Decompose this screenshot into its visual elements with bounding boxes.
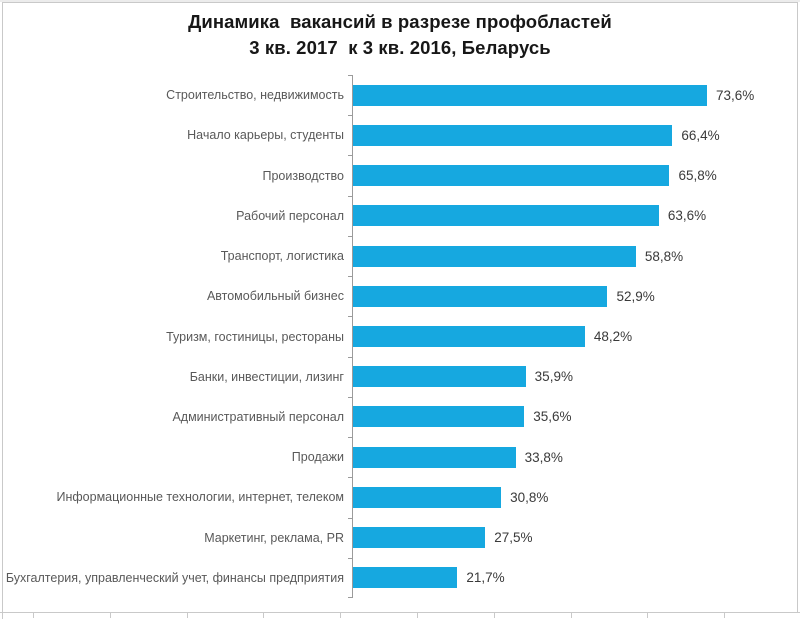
- bottom-gridline-tick: [340, 613, 341, 618]
- value-label: 63,6%: [667, 208, 707, 224]
- value-label: 35,6%: [533, 409, 572, 425]
- chart-row: Информационные технологии, интернет, тел…: [0, 477, 800, 518]
- bar-cell: 58,8%: [352, 235, 800, 277]
- chart-title: Динамика вакансий в разрезе профобластей…: [0, 9, 800, 61]
- bar-cell: 21,7%: [352, 557, 800, 599]
- frame-border-left: [2, 2, 3, 619]
- bar-cell: 52,9%: [352, 276, 800, 317]
- category-label: Бухгалтерия, управленческий учет, финанс…: [5, 570, 344, 585]
- bar-cell: 73,6%: [352, 75, 800, 116]
- bar-cell: 48,2%: [352, 316, 800, 357]
- chart-row: Строительство, недвижимость 73,6%: [0, 75, 800, 116]
- y-axis-tick: [348, 75, 352, 76]
- y-axis-tick: [348, 597, 352, 598]
- bar: [353, 406, 525, 428]
- chart-title-line-2: 3 кв. 2017 к 3 кв. 2016, Беларусь: [249, 37, 551, 58]
- bottom-gridline-tick: [33, 613, 34, 618]
- bottom-gridline-tick: [263, 613, 264, 618]
- category-label: Маркетинг, реклама, PR: [204, 530, 344, 545]
- value-label: 30,8%: [510, 489, 549, 505]
- chart-title-line-1: Динамика вакансий в разрезе профобластей: [188, 11, 612, 32]
- bar: [353, 124, 673, 146]
- value-label: 33,8%: [524, 449, 563, 465]
- category-label: Транспорт, логистика: [220, 249, 344, 264]
- bottom-gridline-tick: [110, 613, 111, 618]
- value-label: 52,9%: [616, 288, 655, 304]
- bottom-gridline: [0, 612, 800, 613]
- bar-cell: 35,9%: [352, 356, 800, 397]
- chart-row: Транспорт, логистика 58,8%: [0, 235, 800, 277]
- bar: [353, 84, 708, 106]
- bar-cell: 35,6%: [352, 396, 800, 438]
- y-axis-tick: [348, 477, 352, 478]
- chart-row: Банки, инвестиции, лизинг 35,9%: [0, 356, 800, 397]
- y-axis-tick: [348, 276, 352, 277]
- y-axis-tick: [348, 558, 352, 559]
- bottom-gridline-tick: [647, 613, 648, 618]
- category-label: Начало карьеры, студенты: [187, 128, 344, 143]
- chart-row: Рабочий персонал 63,6%: [0, 195, 800, 236]
- chart-row: Автомобильный бизнес 52,9%: [0, 276, 800, 317]
- y-axis-tick: [348, 357, 352, 358]
- frame-border-top: [2, 2, 797, 3]
- window-edge-strip: [0, 0, 800, 2]
- bar: [353, 165, 670, 187]
- bar-cell: 65,8%: [352, 155, 800, 196]
- bar: [353, 446, 516, 468]
- chart-row: Туризм, гостиницы, рестораны 48,2%: [0, 316, 800, 357]
- y-axis-tick: [348, 518, 352, 519]
- category-label: Банки, инвестиции, лизинг: [189, 369, 344, 384]
- value-label: 58,8%: [644, 248, 684, 264]
- category-label: Рабочий персонал: [236, 208, 344, 223]
- category-label: Информационные технологии, интернет, тел…: [56, 490, 345, 505]
- bottom-gridline-tick: [417, 613, 418, 618]
- chart-row: Бухгалтерия, управленческий учет, финанс…: [0, 557, 800, 599]
- value-label: 73,6%: [716, 87, 755, 103]
- y-axis-tick: [348, 196, 352, 197]
- bar: [353, 486, 502, 508]
- bar: [353, 326, 585, 348]
- value-label: 35,9%: [534, 369, 573, 385]
- y-axis-tick: [348, 437, 352, 438]
- value-label: 66,4%: [681, 127, 720, 143]
- category-label: Продажи: [291, 450, 344, 465]
- bar-cell: 30,8%: [352, 477, 800, 518]
- y-axis-tick: [348, 115, 352, 116]
- category-label: Автомобильный бизнес: [206, 289, 344, 304]
- category-label: Строительство, недвижимость: [166, 88, 344, 103]
- bar: [353, 285, 608, 307]
- bar: [353, 205, 659, 227]
- category-label: Административный персонал: [172, 409, 344, 424]
- value-label: 65,8%: [678, 168, 717, 184]
- chart-row: Начало карьеры, студенты 66,4%: [0, 115, 800, 156]
- bottom-gridline-tick: [724, 613, 725, 618]
- bottom-gridline-tick: [187, 613, 188, 618]
- category-label: Производство: [262, 168, 344, 183]
- bar-cell: 33,8%: [352, 437, 800, 478]
- chart-row: Административный персонал 35,6%: [0, 396, 800, 438]
- bar: [353, 527, 486, 549]
- chart-row: Производство 65,8%: [0, 155, 800, 196]
- y-axis-tick: [348, 316, 352, 317]
- bottom-gridline-tick: [571, 613, 572, 618]
- value-label: 27,5%: [494, 530, 533, 546]
- value-label: 21,7%: [466, 570, 505, 586]
- bar: [353, 245, 636, 267]
- bar-cell: 63,6%: [352, 195, 800, 236]
- category-label: Туризм, гостиницы, рестораны: [166, 329, 344, 344]
- bar: [353, 366, 526, 388]
- value-label: 48,2%: [593, 329, 633, 345]
- chart-row: Продажи 33,8%: [0, 437, 800, 478]
- frame-border-right: [797, 2, 798, 612]
- y-axis-tick: [348, 397, 352, 398]
- bar-cell: 27,5%: [352, 517, 800, 558]
- plot-area: Строительство, недвижимость 73,6% Начало к…: [0, 75, 800, 599]
- bar-cell: 66,4%: [352, 115, 800, 156]
- bottom-gridline-tick: [494, 613, 495, 618]
- bar: [353, 567, 458, 589]
- chart-row: Маркетинг, реклама, PR 27,5%: [0, 517, 800, 558]
- y-axis-tick: [348, 155, 352, 156]
- y-axis-tick: [348, 236, 352, 237]
- bar-rows: Строительство, недвижимость 73,6% Начало к…: [0, 75, 800, 599]
